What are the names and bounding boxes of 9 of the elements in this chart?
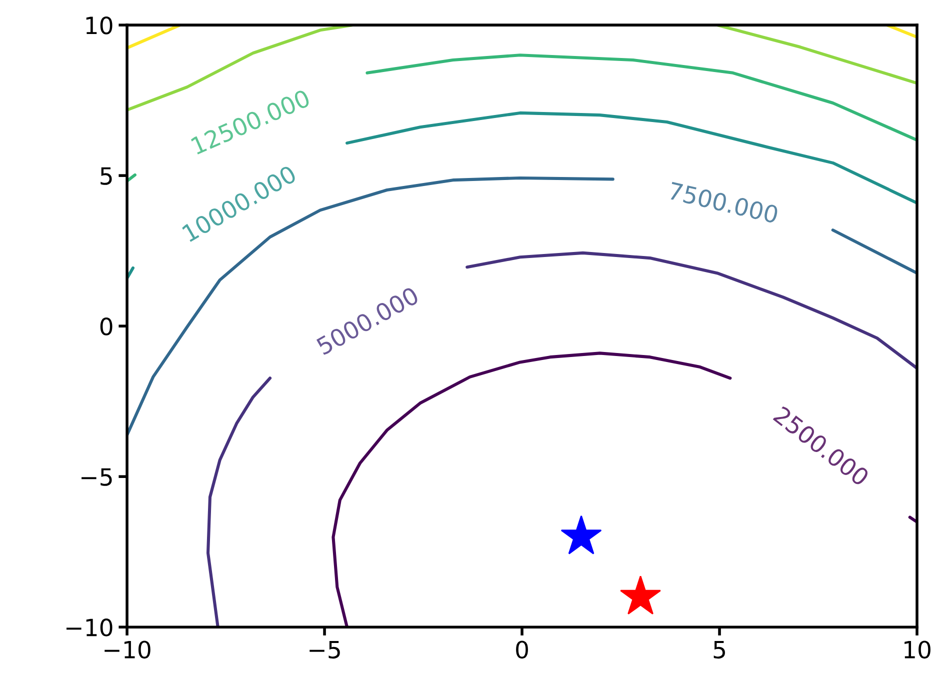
y-tick-label: −10 [66,618,112,636]
y-tick-label: 0 [100,318,112,336]
y-tick-label: −5 [82,468,112,486]
x-tick-label: 0 [516,640,528,659]
y-tick-label: 10 [86,16,112,34]
y-tick-label: 5 [100,167,112,185]
x-tick-label: −5 [310,641,340,659]
x-tick-label: 10 [904,640,930,659]
x-tick-label: 5 [714,641,725,659]
